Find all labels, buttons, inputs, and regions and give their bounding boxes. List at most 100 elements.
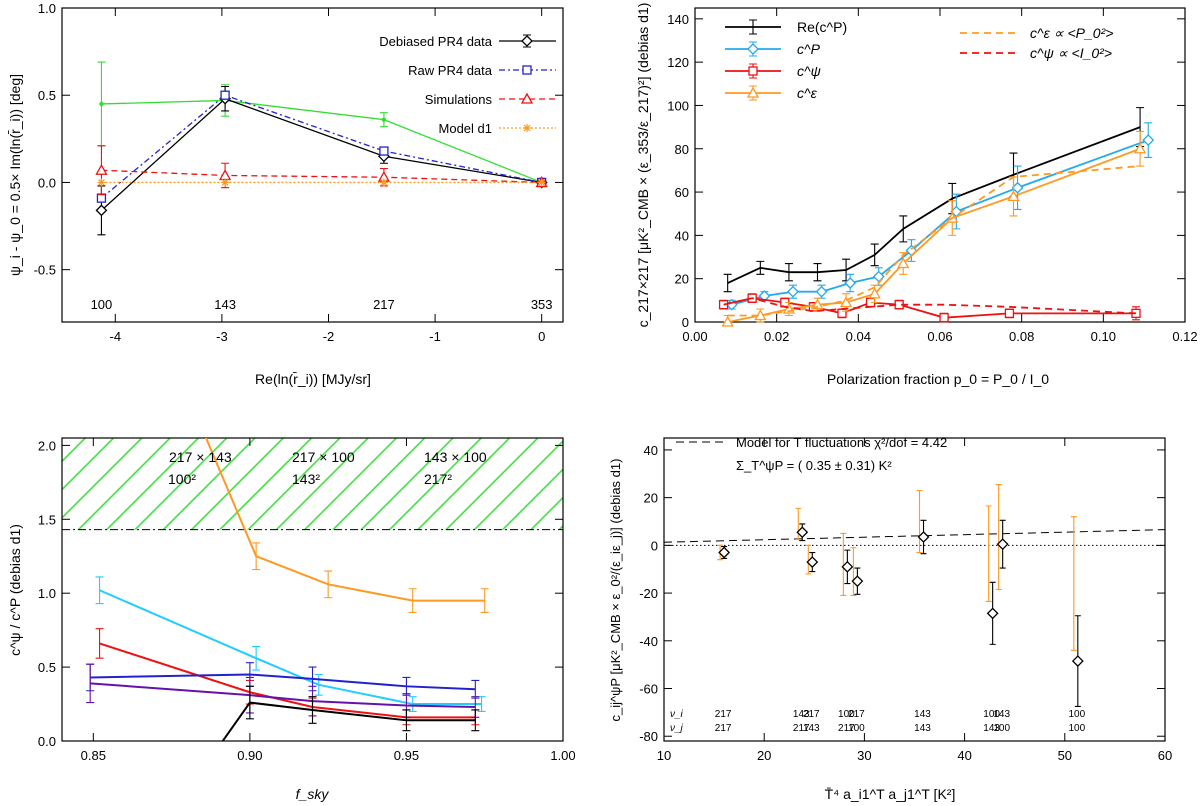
p4-nu-j-value: 143 bbox=[914, 723, 931, 734]
p2-point bbox=[837, 308, 847, 318]
p2-errorbar bbox=[870, 243, 879, 267]
p2-ytick-label: 20 bbox=[675, 272, 689, 287]
p4-ylabel: c_ij^ψP [μK²_CMB × ε_0²/(ε_iε_j)] (debia… bbox=[608, 459, 623, 722]
p3-ytick-label: 2.0 bbox=[38, 438, 56, 453]
p2-line bbox=[727, 165, 1141, 317]
p4-nu-j-value: 217 bbox=[715, 723, 732, 734]
p4-model-errorbar bbox=[795, 507, 802, 540]
p4-point bbox=[996, 538, 1009, 551]
p2-point bbox=[721, 315, 734, 327]
p1-xlabel: Re(ln(r̄_i)) [MJy/sr] bbox=[255, 371, 371, 387]
panel-ratio-vs-fsky: 0.85 0.90 0.95 1.00 0.0 0.5 1.0 1.5 2.0 217 × 143… bbox=[38, 437, 576, 763]
p4-xtick-label: 30 bbox=[857, 748, 871, 763]
p1-xtick-label: -4 bbox=[110, 329, 122, 344]
p1-frequency-label: 143 bbox=[214, 297, 236, 312]
p2-ytick-label: 100 bbox=[667, 98, 689, 113]
p1-point bbox=[379, 178, 388, 187]
p1-frequency-label: 100 bbox=[91, 297, 113, 312]
p1-frequency-label: 217 bbox=[373, 297, 395, 312]
p1-point bbox=[537, 178, 546, 187]
p4-ytick-label: -80 bbox=[639, 729, 658, 744]
p4-frame bbox=[663, 437, 1166, 742]
panel-cross-spectra-vs-temperature: 10 20 30 40 50 60 -80 -60 -40 -20 0 20 40 Model for T… bbox=[639, 435, 1172, 763]
p3-errorbar bbox=[86, 663, 95, 704]
p4-nu-j-value: 217 bbox=[838, 723, 855, 734]
p4-model-errorbar bbox=[850, 547, 857, 597]
p2-xtick-label: 0.06 bbox=[927, 329, 952, 344]
p3-ytick-label: 1.0 bbox=[38, 586, 56, 601]
p1-point bbox=[99, 101, 104, 107]
p4-nu-i-value: 217 bbox=[715, 709, 732, 720]
p4-ytick-label: 20 bbox=[644, 491, 658, 506]
p2-ytick-label: 120 bbox=[667, 55, 689, 70]
p2-legend-errorbar bbox=[749, 19, 757, 35]
panel-power-vs-polarization-fraction: 0.00 0.02 0.04 0.06 0.08 0.10 0.12 0 20 40 60 80 100… bbox=[667, 7, 1198, 344]
p2-point bbox=[1133, 142, 1147, 154]
p4-ytick-label: 40 bbox=[644, 443, 658, 458]
p2-point bbox=[939, 313, 949, 323]
p3-errorbar bbox=[252, 645, 261, 671]
p4-point bbox=[796, 526, 809, 539]
p4-sigma-label: Σ_T^ψP = ( 0.35 ± 0.31) K² bbox=[736, 458, 892, 473]
p1-legend-label: Raw PR4 data bbox=[408, 63, 493, 78]
p2-line bbox=[727, 147, 1141, 323]
p3-errorbar bbox=[252, 542, 261, 571]
p4-xtick-label: 40 bbox=[957, 748, 971, 763]
p4-nu-j-value: 217 bbox=[793, 723, 810, 734]
p4-point bbox=[917, 531, 930, 543]
p1-point bbox=[379, 146, 389, 156]
p1-line-debiased-pr4-data bbox=[101, 97, 542, 211]
p2-ytick-label: 140 bbox=[667, 12, 689, 27]
p4-nu-j-value: 143 bbox=[803, 723, 820, 734]
p2-point bbox=[1142, 134, 1155, 147]
p3-errorbar bbox=[314, 673, 323, 696]
p1-legend-marker bbox=[523, 124, 531, 132]
p4-nu-j-value: 100 bbox=[848, 723, 865, 734]
p2-legend-label: c^ψ bbox=[797, 63, 821, 79]
p4-nu-i-label: ν_i bbox=[670, 709, 684, 720]
p3-errorbar bbox=[95, 576, 104, 605]
p2-point bbox=[787, 285, 799, 298]
p4-nu-i-value: 217 bbox=[848, 709, 865, 720]
p2-xlabel: Polarization fraction p_0 = P_0 / I_0 bbox=[827, 371, 1049, 387]
p2-legend-label: Re(c^P) bbox=[797, 19, 847, 35]
p3-errorbar bbox=[471, 709, 480, 732]
p2-xtick-label: 0.00 bbox=[682, 329, 707, 344]
p3-series-label: 217 × 100 bbox=[292, 449, 355, 465]
p3-errorbar bbox=[480, 588, 489, 613]
p1-xtick-label: -1 bbox=[429, 329, 441, 344]
p3-errorbar bbox=[408, 588, 417, 613]
p2-errorbar bbox=[756, 260, 765, 275]
p4-nu-i-value: 100 bbox=[983, 709, 1000, 720]
p3-excluded-region bbox=[62, 438, 563, 530]
p1-legend-label: Debiased PR4 data bbox=[379, 34, 493, 49]
p3-xtick-label: 0.95 bbox=[394, 748, 419, 763]
p3-errorbar bbox=[402, 709, 411, 732]
p1-legend-label: Model d1 bbox=[439, 121, 492, 136]
p2-point bbox=[839, 296, 853, 308]
p1-point bbox=[97, 178, 106, 187]
p2-ytick-label: 40 bbox=[675, 228, 689, 243]
p3-xtick-label: 0.90 bbox=[237, 748, 262, 763]
p4-xtick-label: 10 bbox=[657, 748, 671, 763]
p1-xtick-label: 0 bbox=[538, 329, 545, 344]
p4-model-errorbar bbox=[995, 483, 1002, 591]
p1-ytick-label: 0.0 bbox=[38, 175, 56, 190]
p4-point bbox=[1071, 655, 1084, 667]
p4-nu-i-value: 100 bbox=[838, 709, 855, 720]
panel-angle-vs-log-intensity: -4 -3 -2 -1 0 -0.5 0.0 0.5 1.0 100 143 217 353 Debias… bbox=[34, 1, 564, 344]
p4-nu-i-value: 100 bbox=[1068, 709, 1085, 720]
p2-point bbox=[1007, 190, 1020, 202]
p1-line-simulations bbox=[101, 169, 542, 184]
p3-xtick-label: 0.85 bbox=[81, 748, 106, 763]
p1-legend-label: Simulations bbox=[425, 92, 493, 107]
p1-xtick-label: -3 bbox=[216, 329, 228, 344]
p4-point bbox=[806, 556, 819, 568]
p4-nu-j-value: 143 bbox=[983, 723, 1000, 734]
p4-ytick-label: -40 bbox=[639, 634, 658, 649]
p4-model-errorbar bbox=[805, 544, 812, 575]
p4-nu-j-value: 100 bbox=[1068, 723, 1085, 734]
p2-xtick-label: 0.02 bbox=[764, 329, 789, 344]
p4-nu-i-value: 143 bbox=[793, 709, 810, 720]
p4-model-errorbar bbox=[916, 489, 923, 554]
